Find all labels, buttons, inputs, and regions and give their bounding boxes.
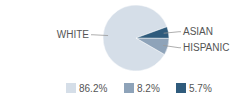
chart: WHITE HISPANIC ASIAN 86.2% 8.2% 5.7% — [0, 0, 240, 100]
slice — [136, 38, 169, 54]
leader-line — [163, 45, 181, 47]
legend-swatch — [124, 83, 134, 93]
legend-label: 86.2% — [79, 83, 107, 94]
legend-swatch — [176, 83, 186, 93]
pie: WHITE HISPANIC ASIAN — [57, 5, 230, 71]
slice-label: WHITE — [57, 29, 90, 40]
legend-swatch — [66, 83, 76, 93]
leader-line — [164, 32, 181, 34]
leader-line — [91, 34, 108, 36]
legend-label: 8.2% — [137, 83, 160, 94]
slice — [136, 27, 169, 39]
legend-label: 5.7% — [189, 83, 212, 94]
legend: 86.2% 8.2% 5.7% — [66, 83, 212, 94]
slice-label: HISPANIC — [183, 42, 230, 53]
slice-label: ASIAN — [183, 26, 213, 37]
